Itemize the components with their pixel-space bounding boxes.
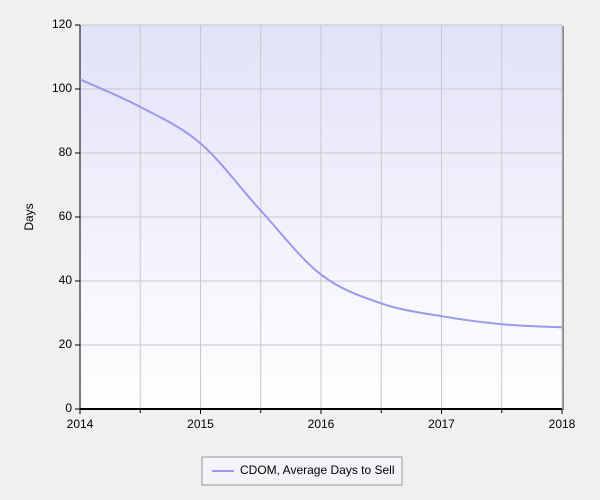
x-tick-label: 2014 — [67, 417, 94, 431]
y-tick-label: 40 — [59, 273, 73, 287]
y-axis-title: Days — [22, 203, 36, 230]
x-tick-label: 2015 — [187, 417, 214, 431]
x-tick-label: 2017 — [428, 417, 455, 431]
series-line — [79, 78, 563, 329]
legend-box — [201, 456, 403, 486]
legend-label: CDOM, Average Days to Sell — [240, 463, 395, 477]
y-tick-label: 100 — [52, 81, 72, 95]
y-tick-label: 60 — [59, 209, 73, 223]
y-tick-label: 120 — [52, 17, 72, 31]
y-tick-label: 0 — [65, 401, 72, 415]
x-tick-label: 2018 — [549, 417, 576, 431]
y-tick-label: 20 — [59, 337, 73, 351]
y-tick-label: 80 — [59, 145, 73, 159]
x-tick-label: 2016 — [308, 417, 335, 431]
